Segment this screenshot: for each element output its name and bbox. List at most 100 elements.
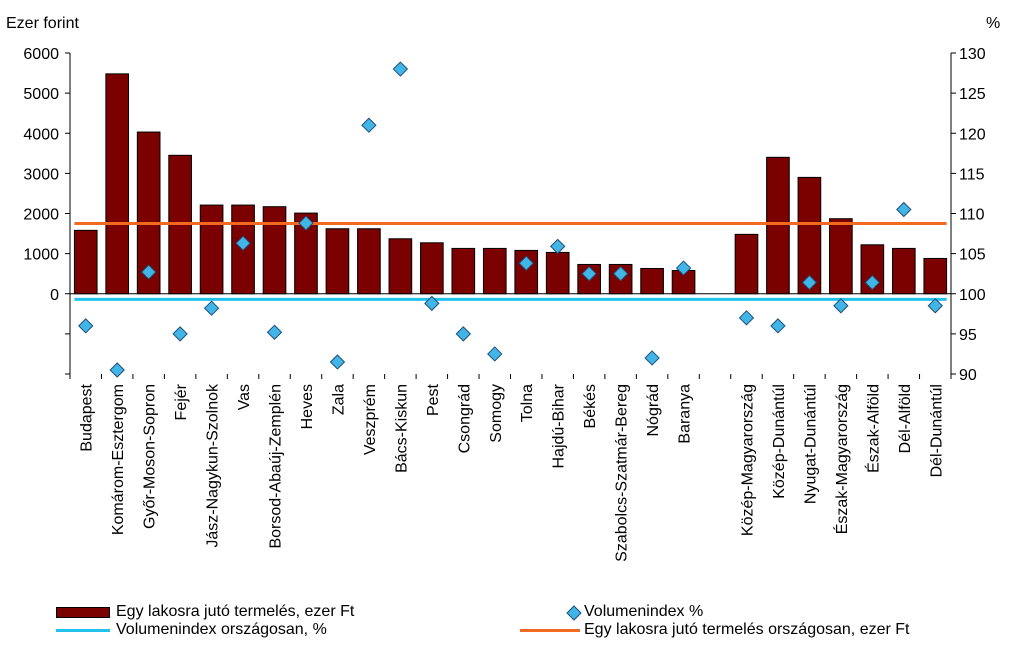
legend-orange-line-label: Egy lakosra jutó termelés országosan, ez… (584, 621, 910, 638)
bar (325, 228, 350, 295)
category-label: Nógrád (645, 384, 662, 436)
volumenindex-marker (833, 298, 849, 314)
category-label: Somogy (488, 384, 505, 443)
volumenindex-marker (864, 274, 881, 291)
right-tick-label: 105 (959, 247, 986, 264)
bar (73, 229, 98, 295)
volumenindex-marker (644, 350, 660, 366)
bar (420, 242, 444, 295)
bar (105, 73, 130, 295)
volumenindex-marker (455, 326, 472, 342)
category-label: Pest (425, 383, 442, 416)
category-label: Heves (299, 384, 316, 429)
volumenindex-marker (392, 61, 409, 77)
volumenindex-marker (675, 260, 692, 276)
bar (482, 247, 507, 295)
volumenindex-marker (109, 362, 125, 378)
left-tick-label: 0 (50, 287, 59, 304)
left-tick-label: 6000 (23, 46, 59, 63)
volumenindex-marker (140, 264, 157, 280)
category-label: Hajdú-Bihar (551, 383, 568, 468)
legend-marker-label: Volumenindex % (584, 603, 704, 620)
left-axis-unit: Ezer forint (6, 15, 79, 32)
volumenindex-marker (487, 346, 503, 362)
category-label: Fejér (173, 383, 190, 420)
category-label: Borsod-Abaúj-Zemplén (268, 384, 285, 549)
category-label: Csongrád (456, 384, 473, 453)
chart-plot: 0 1000 2000 3000 4000 5000 6000 90 95 100 105 110 11… (23, 46, 986, 562)
category-label: Győr-Moson-Sopron (142, 384, 159, 529)
bar (294, 212, 318, 295)
bar (357, 228, 381, 295)
right-axis-unit: % (986, 15, 1001, 32)
category-label: Dél-Dunántúl (928, 384, 945, 477)
bar (136, 131, 161, 295)
left-tick-label: 5000 (23, 86, 59, 103)
left-tick-label: 3000 (23, 166, 59, 183)
volumenindex-marker (361, 117, 377, 133)
volumenindex-marker (266, 324, 283, 340)
left-tick-label: 4000 (23, 126, 59, 143)
category-label: Közép-Dunántúl (771, 384, 788, 499)
volumenindex-marker (801, 274, 818, 291)
category-label: Vas (236, 384, 253, 410)
left-tick-label: 1000 (23, 247, 59, 264)
volumenindex-marker (896, 201, 912, 218)
right-tick-label: 110 (959, 207, 985, 224)
volumenindex-marker (329, 354, 346, 370)
bar (891, 247, 916, 295)
volumenindex-marker (612, 265, 629, 282)
legend-diamond-swatch (566, 605, 582, 621)
category-label: Bács-Kiskun (393, 384, 410, 473)
bar (451, 247, 476, 295)
bar (766, 156, 790, 295)
bar (199, 204, 224, 295)
category-label: Komárom-Esztergom (110, 384, 127, 535)
category-label: Békés (582, 384, 599, 428)
category-label: Zala (330, 384, 347, 415)
volumenindex-marker (927, 298, 943, 314)
legend-bar-label: Egy lakosra jutó termelés, ezer Ft (116, 603, 355, 620)
bar (545, 251, 570, 295)
right-tick-label: 130 (959, 46, 986, 63)
legend-bar-swatch (56, 607, 110, 618)
category-label: Közép-Magyarország (739, 384, 756, 536)
bar (262, 206, 287, 295)
bar (388, 238, 413, 295)
legend-orange-line-swatch (520, 629, 580, 632)
category-label: Észak-Magyarország (832, 384, 851, 534)
bar (734, 233, 759, 295)
volumenindex-marker (424, 295, 440, 312)
right-tick-label: 115 (959, 166, 985, 183)
volumenindex-marker (235, 235, 251, 251)
left-tick-label: 2000 (23, 207, 59, 224)
category-label: Észak-Alföld (863, 384, 882, 473)
bar (923, 257, 948, 295)
right-tick-label: 90 (959, 367, 977, 384)
right-tick-label: 100 (959, 287, 986, 304)
volumenindex-marker (738, 310, 755, 326)
category-label: Dél-Alföld (897, 384, 914, 453)
right-tick-label: 95 (959, 327, 977, 344)
category-label: Veszprém (362, 384, 379, 455)
volumenindex-marker (78, 318, 94, 334)
legend-blue-line-label: Volumenindex országosan, % (116, 621, 327, 638)
category-label: Szabolcs-Szatmár-Bereg (614, 384, 631, 562)
volumenindex-marker (581, 265, 597, 282)
category-label: Nyugat-Dunántúl (802, 384, 819, 504)
volumenindex-marker (203, 300, 220, 316)
category-label: Jász-Nagykun-Szolnok (205, 383, 222, 548)
category-label: Baranya (677, 384, 694, 444)
volumenindex-marker (549, 238, 566, 255)
volumenindex-marker (298, 215, 314, 231)
bar (640, 267, 664, 295)
legend-blue-line-swatch (56, 629, 110, 632)
volumenindex-marker (518, 255, 534, 271)
volumenindex-marker (770, 318, 786, 334)
volumenindex-marker (172, 326, 188, 342)
right-tick-label: 120 (959, 126, 986, 143)
category-label: Tolna (519, 384, 536, 422)
category-label: Budapest (79, 383, 96, 451)
right-tick-label: 125 (959, 86, 986, 103)
